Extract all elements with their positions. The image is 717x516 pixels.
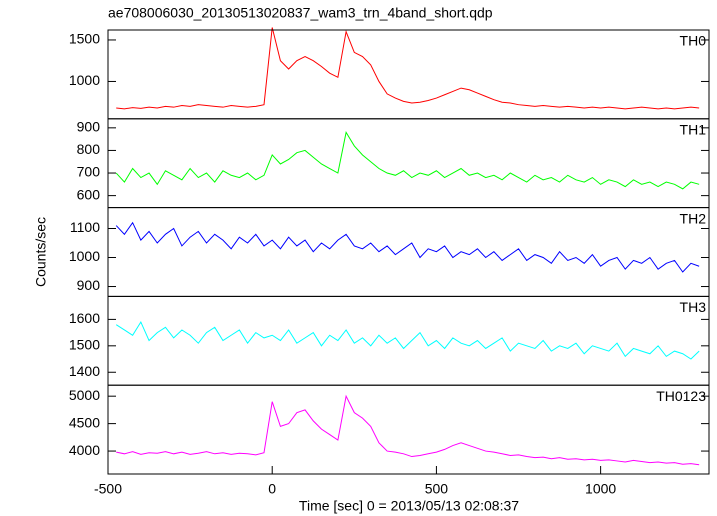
y-tick-label: 700 (77, 164, 101, 180)
light-curve (115, 131, 700, 190)
panel-frame (107, 207, 710, 297)
y-tick-label: 5000 (69, 387, 100, 403)
chart-title: ae708006030_20130513020837_wam3_trn_4ban… (108, 5, 493, 21)
y-tick-label: 1400 (69, 363, 100, 379)
y-axis-label: Counts/sec (33, 217, 49, 287)
panel-frame (107, 384, 710, 475)
light-curve (116, 394, 700, 466)
light-curve (116, 27, 700, 110)
light-curve (115, 320, 700, 360)
panel-frame (107, 295, 710, 386)
panel-label: TH2 (680, 210, 707, 226)
y-tick-label: 4000 (69, 442, 100, 458)
y-tick-label: 1000 (69, 72, 100, 88)
y-tick-label: 1100 (70, 219, 100, 235)
y-tick-label: 1000 (69, 248, 100, 264)
y-tick-label: 900 (77, 277, 101, 293)
panel-label: TH3 (680, 299, 707, 315)
light-curve (115, 221, 700, 273)
panel-frame (107, 29, 710, 120)
x-axis-label: Time [sec] 0 = 2013/05/13 02:08:37 (299, 498, 519, 514)
y-tick-label: 1500 (69, 337, 100, 353)
y-tick-label: 600 (77, 186, 101, 202)
x-tick-label: 0 (268, 481, 276, 497)
x-tick-label: 1000 (585, 481, 616, 497)
x-tick-label: -500 (94, 481, 122, 497)
y-tick-label: 900 (77, 119, 101, 135)
panel-label: TH0123 (656, 388, 706, 404)
y-tick-label: 4500 (69, 414, 100, 430)
x-tick-label: 500 (425, 481, 449, 497)
panel-label: TH0 (680, 33, 707, 49)
panel-label: TH1 (680, 122, 707, 138)
panel-frame (107, 118, 710, 209)
y-tick-label: 1600 (69, 310, 100, 326)
y-tick-label: 800 (77, 141, 101, 157)
y-tick-label: 1500 (69, 31, 100, 47)
